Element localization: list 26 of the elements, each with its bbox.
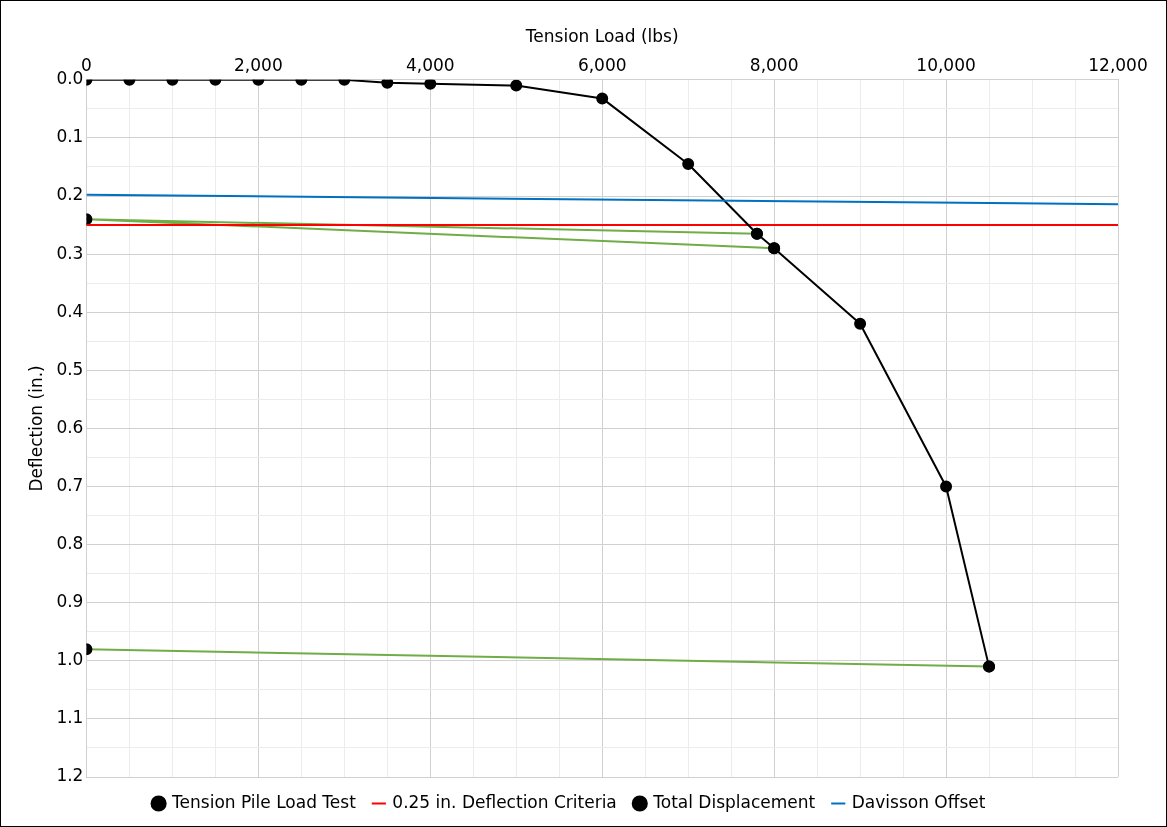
y-tick-label: 0.0: [56, 68, 84, 89]
y-tick-label: 0.2: [56, 184, 84, 205]
y-tick-label: 0.6: [56, 416, 84, 437]
x-tick-label: 2,000: [234, 55, 283, 76]
legend-label: 0.25 in. Deflection Criteria: [392, 791, 617, 812]
y-tick-label: 0.7: [56, 474, 84, 495]
x-tick-label: 8,000: [749, 55, 799, 76]
y-tick-label: 1.1: [56, 707, 84, 728]
x-tick-label: 0: [81, 55, 92, 76]
legend-label: Total Displacement: [652, 791, 816, 812]
y-tick-label: 1.2: [56, 765, 84, 786]
y-tick-label: 0.8: [56, 533, 84, 554]
x-tick-label: 12,000: [1088, 55, 1148, 76]
x-tick-label: 6,000: [577, 55, 627, 76]
x-tick-label: 4,000: [405, 55, 455, 76]
legend-label: Davisson Offset: [851, 791, 986, 812]
y-tick-label: 1.0: [56, 649, 84, 670]
x-axis-title: Tension Load (lbs): [524, 25, 679, 46]
y-tick-label: 0.5: [56, 358, 84, 379]
x-tick-label: 10,000: [916, 55, 976, 76]
y-tick-label: 0.4: [56, 300, 84, 321]
y-axis-title: Deflection (in.): [25, 365, 46, 492]
legend-label: Tension Pile Load Test: [171, 791, 357, 812]
y-tick-label: 0.9: [56, 591, 84, 612]
y-tick-label: 0.1: [56, 126, 84, 147]
y-tick-label: 0.3: [56, 242, 84, 263]
